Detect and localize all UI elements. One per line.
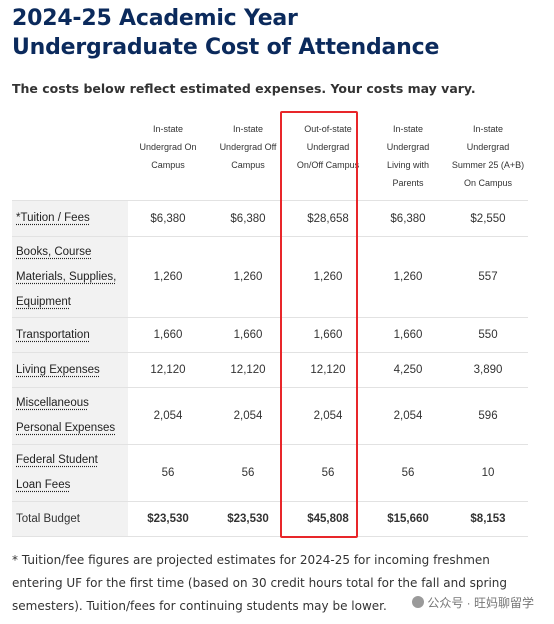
corner-cell — [12, 116, 128, 201]
header-row: In-state Undergrad On Campus In-state Un… — [12, 116, 528, 201]
table-cell: 56 — [288, 444, 368, 502]
table-cell: 1,660 — [208, 317, 288, 353]
subtitle: The costs below reflect estimated expens… — [12, 81, 476, 96]
table-cell: 56 — [208, 444, 288, 502]
table-cell: $2,550 — [448, 200, 528, 237]
table-row: Miscellaneous Personal Expenses 2,054 2,… — [12, 387, 528, 445]
row-label-misc[interactable]: Miscellaneous Personal Expenses — [12, 387, 128, 445]
table-cell: 2,054 — [288, 387, 368, 445]
table-cell: 2,054 — [128, 387, 208, 445]
total-cell: $23,530 — [208, 501, 288, 537]
table-cell: 1,660 — [288, 317, 368, 353]
column-header: Out-of-state Undergrad On/Off Campus — [296, 124, 360, 170]
total-cell: $8,153 — [448, 501, 528, 537]
table-cell: 12,120 — [208, 352, 288, 388]
table-row: Federal Student Loan Fees 56 56 56 56 10 — [12, 444, 528, 502]
column-header: In-state Undergrad Off Campus — [219, 124, 277, 170]
row-label-loan-fees[interactable]: Federal Student Loan Fees — [12, 444, 128, 502]
table-cell: 12,120 — [288, 352, 368, 388]
table-cell: 56 — [368, 444, 448, 502]
table-cell: 56 — [128, 444, 208, 502]
column-header: In-state Undergrad Living with Parents — [386, 124, 430, 188]
cost-table: In-state Undergrad On Campus In-state Un… — [12, 116, 528, 537]
row-label-transportation[interactable]: Transportation — [12, 317, 128, 353]
row-label-tuition[interactable]: *Tuition / Fees — [12, 200, 128, 237]
table-cell: 2,054 — [368, 387, 448, 445]
table-cell: $28,658 — [288, 200, 368, 237]
watermark: 公众号 · 旺妈聊留学 — [410, 594, 536, 611]
row-label-living[interactable]: Living Expenses — [12, 352, 128, 388]
table-cell: 1,260 — [368, 236, 448, 318]
table-cell: $6,380 — [128, 200, 208, 237]
table-cell: 1,260 — [128, 236, 208, 318]
title-line-2: Undergraduate Cost of Attendance — [12, 35, 440, 60]
table-row: Books, Course Materials, Supplies, Equip… — [12, 236, 528, 318]
table-cell: $6,380 — [208, 200, 288, 237]
table-cell: 1,260 — [208, 236, 288, 318]
table-cell: 4,250 — [368, 352, 448, 388]
table-row: Living Expenses 12,120 12,120 12,120 4,2… — [12, 352, 528, 388]
table-row: *Tuition / Fees $6,380 $6,380 $28,658 $6… — [12, 200, 528, 237]
total-cell: $23,530 — [128, 501, 208, 537]
row-label-books[interactable]: Books, Course Materials, Supplies, Equip… — [12, 236, 128, 318]
table-cell: 10 — [448, 444, 528, 502]
column-header: In-state Undergrad Summer 25 (A+B) On Ca… — [451, 124, 525, 188]
table-cell: 550 — [448, 317, 528, 353]
wechat-icon — [412, 596, 425, 608]
table-cell: 557 — [448, 236, 528, 318]
table-row: Transportation 1,660 1,660 1,660 1,660 5… — [12, 317, 528, 353]
total-cell: $45,808 — [288, 501, 368, 537]
table-cell: 596 — [448, 387, 528, 445]
total-cell: $15,660 — [368, 501, 448, 537]
table-cell: 2,054 — [208, 387, 288, 445]
table-cell: 1,660 — [128, 317, 208, 353]
page-title: 2024-25 Academic Year Undergraduate Cost… — [12, 4, 439, 62]
footnote: * Tuition/fee figures are projected esti… — [12, 553, 508, 613]
table-cell: 1,660 — [368, 317, 448, 353]
table-cell: $6,380 — [368, 200, 448, 237]
title-line-1: 2024-25 Academic Year — [12, 6, 298, 31]
column-header: In-state Undergrad On Campus — [139, 124, 197, 170]
total-row: Total Budget $23,530 $23,530 $45,808 $15… — [12, 501, 528, 537]
table-cell: 3,890 — [448, 352, 528, 388]
table-cell: 12,120 — [128, 352, 208, 388]
total-label: Total Budget — [12, 501, 128, 537]
table-cell: 1,260 — [288, 236, 368, 318]
